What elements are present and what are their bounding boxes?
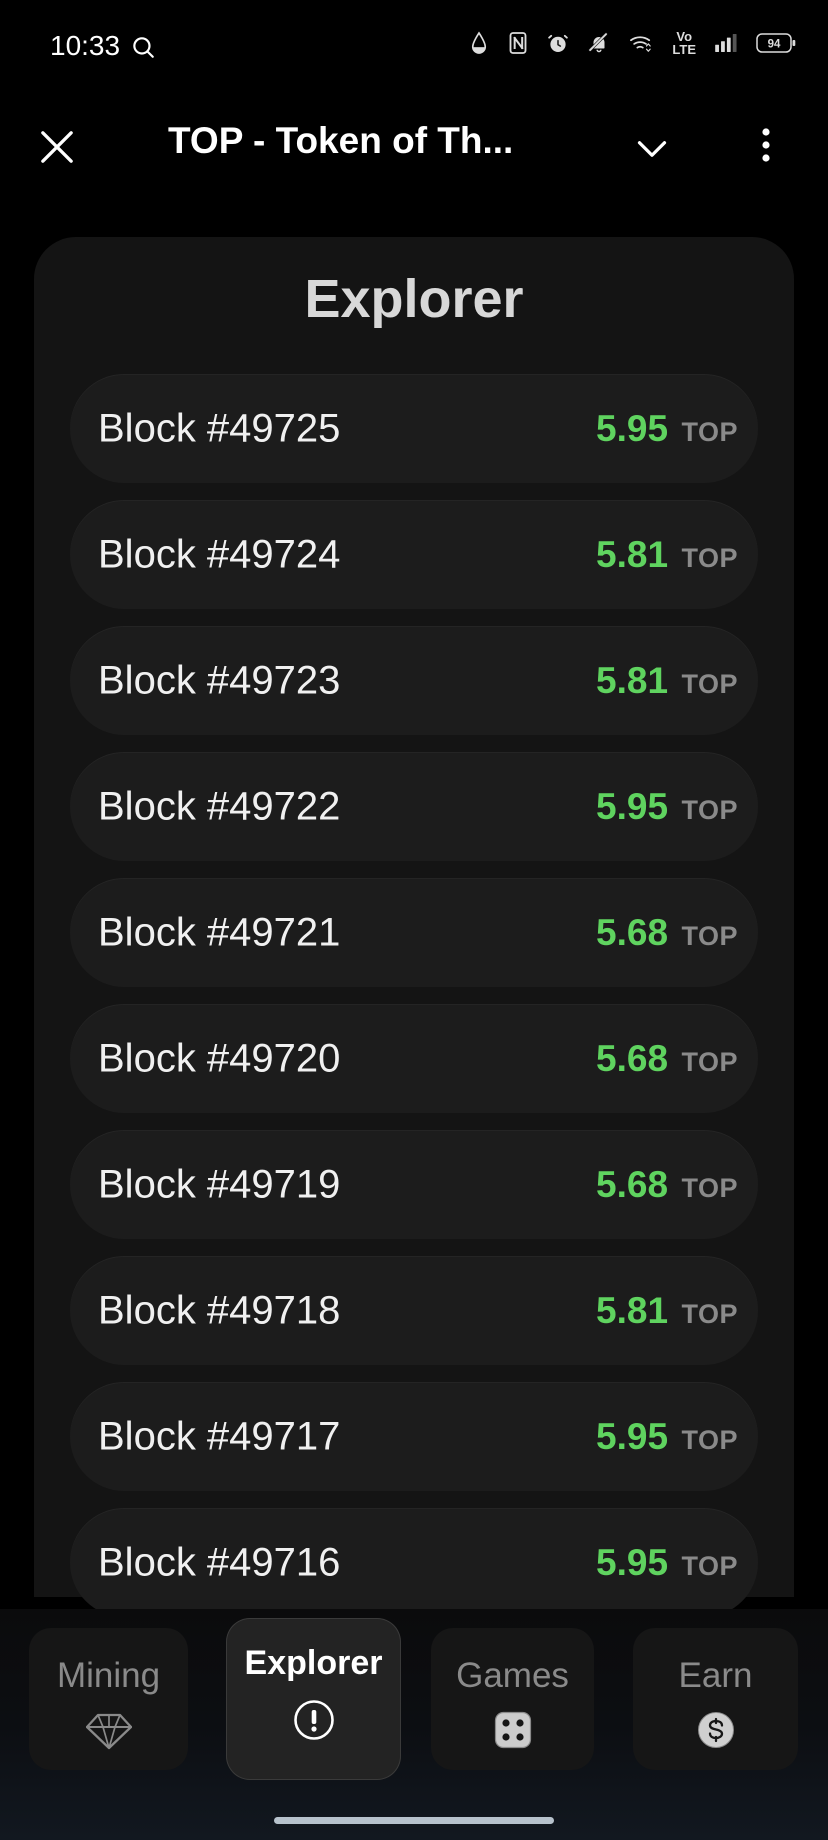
svg-text:94: 94 — [768, 39, 781, 51]
